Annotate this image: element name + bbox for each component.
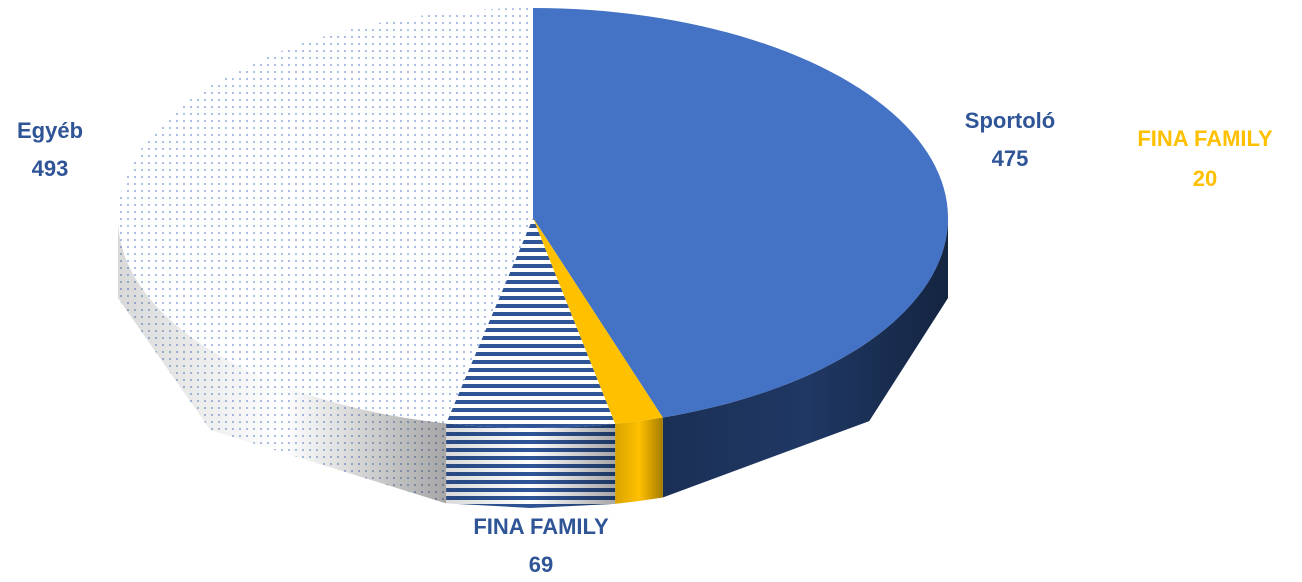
pie-slice	[533, 218, 663, 424]
data-label-value: 69	[529, 552, 553, 577]
pie-slice	[533, 8, 948, 418]
pie-side-shade	[118, 218, 447, 504]
data-label-name: Egyéb	[17, 118, 83, 143]
pie-side-shade	[615, 417, 663, 504]
data-label-name: FINA FAMILY	[1137, 126, 1273, 151]
pie-side-shade	[662, 218, 948, 498]
data-label-name: FINA FAMILY	[473, 514, 609, 539]
pie-slice	[446, 218, 616, 428]
pie-side-shade	[446, 423, 616, 508]
data-label-value: 493	[32, 156, 69, 181]
data-label-value: 475	[992, 146, 1029, 171]
data-label-value: 20	[1193, 166, 1217, 191]
data-label-name: Sportoló	[965, 108, 1055, 133]
pie-slice	[118, 8, 533, 424]
